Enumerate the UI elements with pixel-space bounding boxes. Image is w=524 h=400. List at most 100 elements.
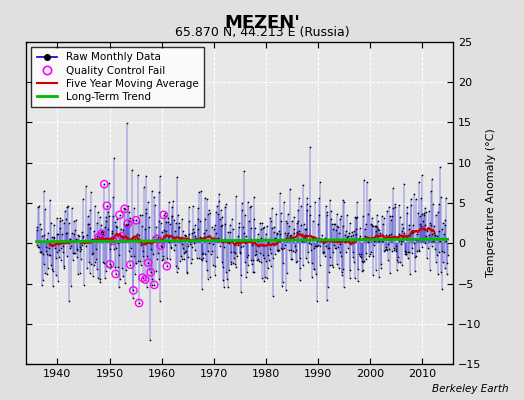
Point xyxy=(442,238,450,245)
Point xyxy=(289,248,297,254)
Point xyxy=(235,220,244,226)
Y-axis label: Temperature Anomaly (°C): Temperature Anomaly (°C) xyxy=(486,129,496,277)
Point xyxy=(250,194,258,200)
Point xyxy=(415,247,423,254)
Point xyxy=(402,249,410,255)
Point xyxy=(276,230,284,237)
Point xyxy=(271,251,279,257)
Point xyxy=(219,277,227,283)
Point xyxy=(90,262,98,268)
Point xyxy=(165,198,173,205)
Point xyxy=(193,255,201,261)
Point xyxy=(397,221,406,228)
Point xyxy=(157,242,165,249)
Point xyxy=(395,231,403,238)
Point xyxy=(298,238,306,244)
Point xyxy=(324,244,332,251)
Point xyxy=(351,213,359,220)
Point xyxy=(362,256,370,262)
Point xyxy=(341,239,350,245)
Point xyxy=(104,225,113,232)
Point xyxy=(374,218,382,224)
Point xyxy=(96,276,104,282)
Point xyxy=(98,228,106,234)
Point xyxy=(361,225,369,232)
Point xyxy=(139,258,148,264)
Point xyxy=(347,236,356,242)
Point xyxy=(287,256,296,262)
Point xyxy=(304,259,312,266)
Point xyxy=(299,262,307,269)
Point xyxy=(34,204,42,210)
Point xyxy=(51,241,59,247)
Point xyxy=(104,213,113,219)
Point xyxy=(256,250,264,256)
Point xyxy=(84,220,93,227)
Point xyxy=(188,244,196,250)
Point xyxy=(61,240,70,246)
Point xyxy=(323,212,331,218)
Point xyxy=(129,217,137,223)
Point xyxy=(144,260,152,266)
Point xyxy=(57,257,65,264)
Point xyxy=(427,187,435,194)
Point xyxy=(208,236,216,243)
Point xyxy=(220,244,228,250)
Point xyxy=(90,228,99,234)
Point xyxy=(283,211,292,218)
Point xyxy=(97,230,106,237)
Point xyxy=(410,191,418,197)
Point xyxy=(410,240,418,247)
Point xyxy=(150,282,158,288)
Point xyxy=(173,265,182,271)
Point xyxy=(303,201,312,207)
Point xyxy=(316,262,324,268)
Point xyxy=(430,222,439,229)
Point xyxy=(191,232,200,239)
Point xyxy=(147,269,155,276)
Point xyxy=(312,243,321,249)
Point xyxy=(319,249,328,256)
Point xyxy=(309,218,317,225)
Point xyxy=(112,245,121,251)
Point xyxy=(132,217,140,224)
Point xyxy=(313,298,321,304)
Point xyxy=(141,210,150,216)
Point xyxy=(435,201,443,207)
Point xyxy=(176,258,184,264)
Point xyxy=(153,236,161,242)
Point xyxy=(124,220,132,227)
Point xyxy=(321,234,330,241)
Point xyxy=(94,209,102,215)
Point xyxy=(159,256,168,262)
Point xyxy=(203,211,212,217)
Point xyxy=(94,234,103,240)
Point xyxy=(74,271,82,278)
Point xyxy=(278,260,287,266)
Point xyxy=(424,207,433,214)
Point xyxy=(88,251,96,257)
Point xyxy=(77,256,85,263)
Point xyxy=(246,204,254,210)
Point xyxy=(438,286,446,292)
Point xyxy=(203,267,211,274)
Point xyxy=(100,181,108,187)
Point xyxy=(163,255,171,261)
Point xyxy=(407,201,415,208)
Point xyxy=(180,250,188,257)
Point xyxy=(397,241,405,248)
Point xyxy=(304,248,312,255)
Point xyxy=(105,180,113,186)
Point xyxy=(208,223,216,230)
Point xyxy=(135,218,143,225)
Point xyxy=(124,220,132,227)
Point xyxy=(283,270,292,277)
Point xyxy=(154,250,162,256)
Point xyxy=(244,199,253,206)
Point xyxy=(39,261,48,268)
Point xyxy=(110,155,118,161)
Point xyxy=(403,204,411,211)
Point xyxy=(47,220,56,226)
Point xyxy=(411,267,419,274)
Point xyxy=(39,251,47,258)
